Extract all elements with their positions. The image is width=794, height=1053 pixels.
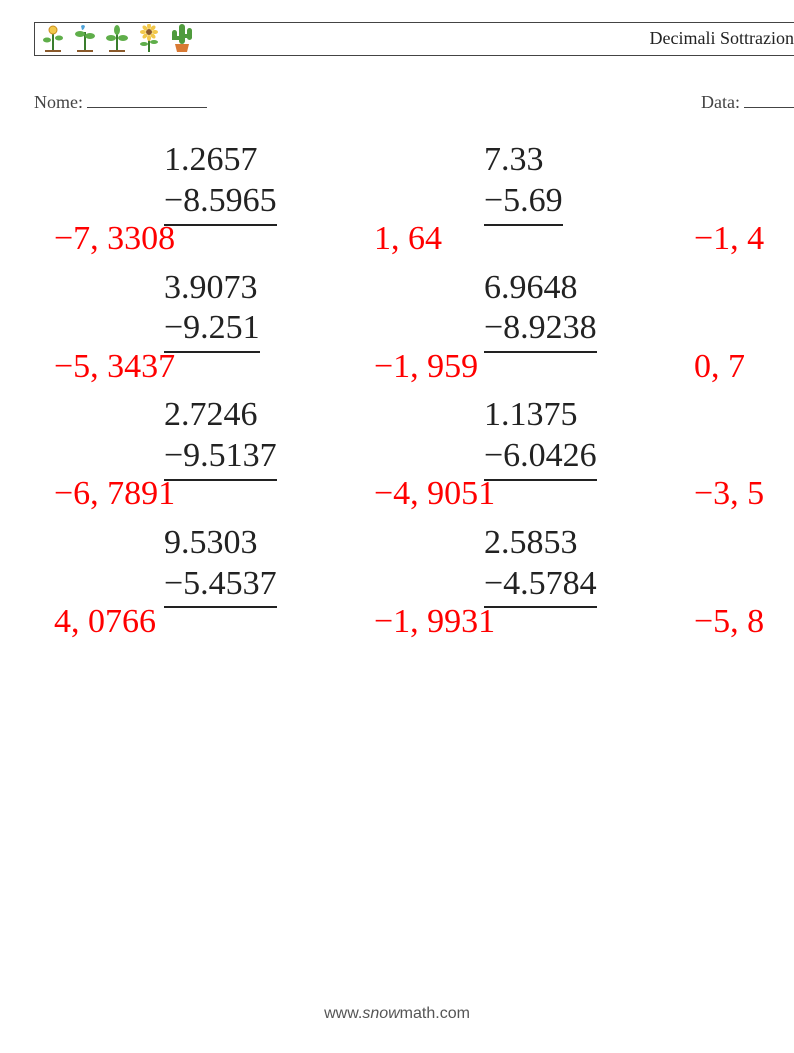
problem-cell: 9.5303 −5.4537 4, 0766: [54, 523, 374, 609]
minuend: 7.33: [484, 140, 563, 181]
answer: −1, 4: [694, 220, 764, 258]
problem-cell: 1.2657 −8.5965 −7, 3308: [54, 140, 374, 226]
seedling-icon: [73, 24, 97, 57]
answer: −5, 8: [694, 603, 764, 641]
answer: 0, 7: [694, 348, 745, 386]
minuend: 1.2657: [164, 140, 277, 181]
answer: −6, 7891: [54, 475, 175, 513]
minuend: 1.1375: [484, 395, 597, 436]
problem-cell: 2.7246 −9.5137 −6, 7891: [54, 395, 374, 481]
date-label: Data:: [701, 92, 740, 112]
answer: −1, 959: [374, 348, 478, 386]
footer-url: www.snowmath.com: [0, 1005, 794, 1023]
date-field: Data:: [701, 92, 794, 113]
subtrahend: −9.251: [164, 308, 260, 349]
subtrahend: −5.69: [484, 181, 563, 222]
footer-prefix: www.: [324, 1005, 362, 1022]
minuend: 2.5853: [484, 523, 597, 564]
meta-row: Nome: Data:: [34, 92, 794, 113]
date-blank: [744, 94, 794, 108]
subtrahend: −4.5784: [484, 564, 597, 605]
problem-cell: −3, 5: [694, 395, 794, 481]
footer-snow: snow: [362, 1005, 399, 1022]
answer: −3, 5: [694, 475, 764, 513]
footer-suffix: math.com: [400, 1005, 470, 1022]
minuend: 6.9648: [484, 268, 597, 309]
subtrahend: −9.5137: [164, 436, 277, 477]
subtrahend: −8.5965: [164, 181, 277, 222]
minuend: 2.7246: [164, 395, 277, 436]
problem-cell: 0, 7: [694, 268, 794, 354]
rule-line: [164, 479, 277, 481]
answer: 1, 64: [374, 220, 442, 258]
rule-line: [164, 606, 277, 608]
answer: 4, 0766: [54, 603, 156, 641]
problem-cell: 6.9648 −8.9238 −1, 959: [374, 268, 694, 354]
rule-line: [484, 224, 563, 226]
answer: −5, 3437: [54, 348, 175, 386]
minuend: 3.9073: [164, 268, 260, 309]
name-blank: [87, 94, 207, 108]
plant-icon-row: [41, 22, 195, 57]
rule-line: [164, 351, 260, 353]
cactus-icon: [169, 22, 195, 57]
rule-line: [484, 479, 597, 481]
problem-cell: 3.9073 −9.251 −5, 3437: [54, 268, 374, 354]
rule-line: [484, 351, 597, 353]
subtrahend: −6.0426: [484, 436, 597, 477]
worksheet-title: Decimali Sottrazion: [650, 28, 794, 49]
problem-cell: 1.1375 −6.0426 −4, 9051: [374, 395, 694, 481]
sunflower-icon: [137, 24, 161, 57]
problem-cell: 2.5853 −4.5784 −1, 9931: [374, 523, 694, 609]
answer: −4, 9051: [374, 475, 495, 513]
problems-grid: 1.2657 −8.5965 −7, 3308 7.33 −5.69 1, 64…: [54, 140, 794, 608]
answer: −7, 3308: [54, 220, 175, 258]
sprout-icon: [41, 24, 65, 57]
rule-line: [164, 224, 277, 226]
leaf-plant-icon: [105, 24, 129, 57]
subtrahend: −5.4537: [164, 564, 277, 605]
problem-cell: 7.33 −5.69 1, 64: [374, 140, 694, 226]
name-label: Nome:: [34, 92, 83, 112]
minuend: 9.5303: [164, 523, 277, 564]
problem-cell: −1, 4: [694, 140, 794, 226]
name-field: Nome:: [34, 92, 207, 113]
header-bar: Decimali Sottrazion: [34, 22, 794, 56]
subtrahend: −8.9238: [484, 308, 597, 349]
rule-line: [484, 606, 597, 608]
answer: −1, 9931: [374, 603, 495, 641]
problem-cell: −5, 8: [694, 523, 794, 609]
